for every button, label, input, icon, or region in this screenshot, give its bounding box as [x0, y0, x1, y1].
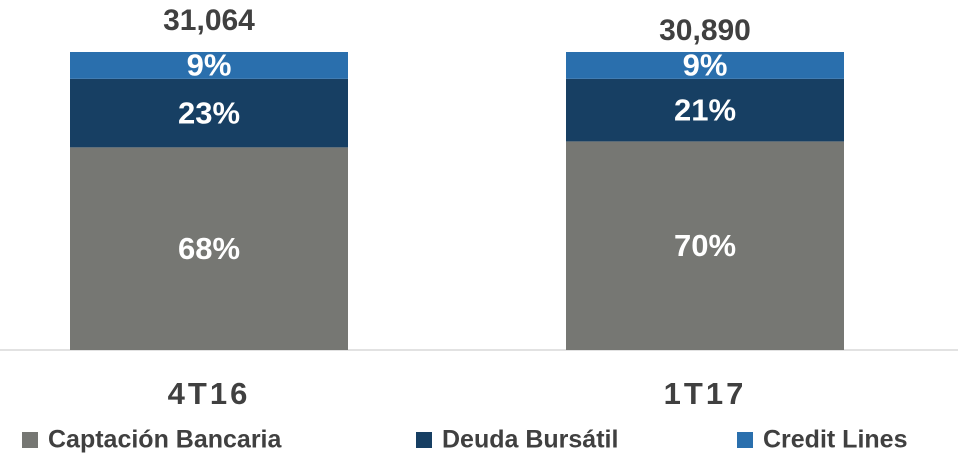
legend-label: Captación Bancaria	[48, 426, 283, 454]
bar-segment	[566, 141, 844, 350]
data-label: 23%	[178, 95, 240, 130]
legend-label: Deuda Bursátil	[442, 426, 618, 454]
bar-segment	[566, 52, 844, 79]
bar-segment	[566, 78, 844, 142]
legend-swatch	[416, 432, 432, 448]
data-label: 68%	[178, 231, 240, 266]
x-tick-label: 1T17	[664, 376, 747, 411]
data-label: 21%	[674, 92, 736, 127]
data-label: 9%	[683, 48, 728, 83]
bar-segment	[70, 147, 348, 350]
data-label: 9%	[187, 48, 232, 83]
total-label: 30,890	[659, 14, 751, 47]
legend-swatch	[737, 432, 753, 448]
legend-swatch	[22, 432, 38, 448]
legend-label: Credit Lines	[763, 426, 907, 454]
bar-segment	[70, 78, 348, 148]
x-tick-label: 4T16	[168, 376, 251, 411]
bar-segment	[70, 52, 348, 79]
data-label: 70%	[674, 228, 736, 263]
total-label: 31,064	[163, 4, 255, 37]
